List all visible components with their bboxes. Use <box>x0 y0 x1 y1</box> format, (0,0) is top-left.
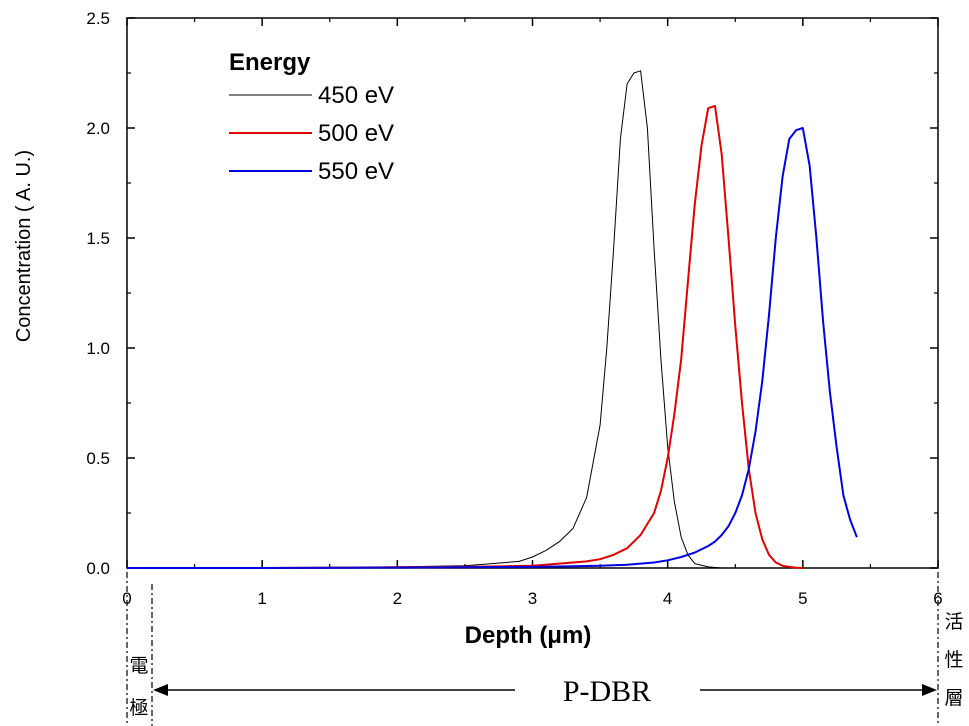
legend: Energy 450 eV 500 eV 550 eV <box>229 49 394 185</box>
y-tick-label: 0.0 <box>86 559 110 578</box>
y-axis-title: Concentration ( A. U.) <box>13 150 35 342</box>
span-label: P-DBR <box>563 675 651 708</box>
region-annotations: 電極 活性層 P-DBR <box>126 572 964 726</box>
x-tick-label: 0 <box>122 589 131 608</box>
plot-series <box>127 70 858 569</box>
axes <box>126 17 939 569</box>
x-tick-label: 2 <box>393 589 402 608</box>
left-region-label-char: 極 <box>129 697 148 719</box>
y-tick-label: 1.5 <box>86 229 110 248</box>
plot-frame <box>126 17 939 569</box>
x-tick-label: 6 <box>933 589 942 608</box>
x-tick-label: 3 <box>528 589 537 608</box>
x-axis-title: Depth (μm) <box>465 622 592 649</box>
x-tick-label: 4 <box>663 589 672 608</box>
y-tick-label: 2.0 <box>86 119 110 138</box>
span-arrow-left-head <box>153 684 168 696</box>
legend-label: 550 eV <box>318 158 394 185</box>
right-region-label-char: 層 <box>944 687 963 709</box>
x-tick-label: 5 <box>798 589 807 608</box>
y-tick-label: 0.5 <box>86 449 110 468</box>
x-tick-label: 1 <box>257 589 266 608</box>
legend-label: 450 eV <box>318 82 394 109</box>
series-line-450-ev <box>127 70 722 569</box>
right-region-label-char: 活 <box>944 611 963 633</box>
span-arrow-right-head <box>922 684 937 696</box>
series-line-500-ev <box>127 105 803 569</box>
axis-ticks: 0 1 2 3 4 5 6 0.0 0.5 1.0 1.5 2.0 2.5 <box>86 9 942 608</box>
legend-label: 500 eV <box>318 120 394 147</box>
legend-title: Energy <box>229 49 311 76</box>
y-tick-label: 2.5 <box>86 9 110 28</box>
y-tick-label: 1.0 <box>86 339 110 358</box>
left-region-label-char: 電 <box>129 655 148 677</box>
right-region-label-char: 性 <box>944 649 963 671</box>
series-line-550-ev <box>127 127 858 569</box>
